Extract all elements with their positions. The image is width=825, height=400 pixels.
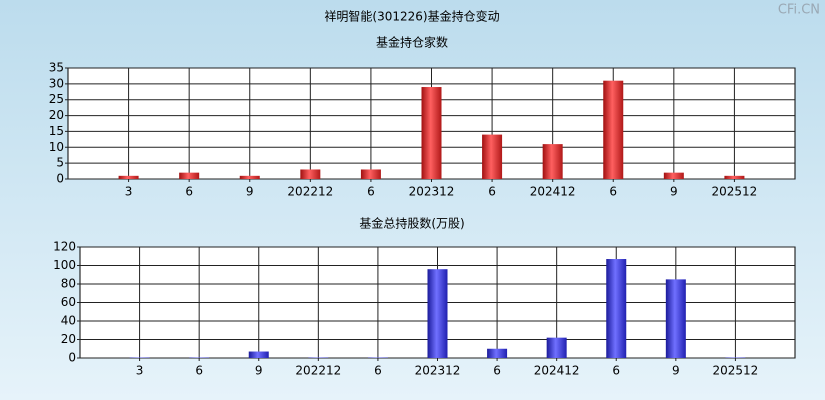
chart-title: 基金持仓家数 bbox=[376, 35, 448, 50]
y-tick-label: 100 bbox=[53, 258, 76, 272]
bar bbox=[118, 175, 139, 179]
bar bbox=[300, 169, 321, 179]
bar bbox=[360, 169, 381, 179]
bar bbox=[663, 172, 684, 179]
x-tick-label: 202412 bbox=[534, 364, 580, 378]
y-tick-label: 40 bbox=[61, 314, 76, 328]
bar bbox=[724, 175, 745, 179]
y-tick-label: 30 bbox=[49, 76, 64, 90]
x-tick-label: 9 bbox=[670, 185, 678, 199]
x-tick-label: 6 bbox=[609, 185, 617, 199]
x-tick-label: 9 bbox=[672, 364, 680, 378]
bar bbox=[603, 80, 624, 179]
bar bbox=[487, 348, 508, 358]
y-tick-label: 120 bbox=[53, 240, 76, 254]
bar bbox=[248, 351, 269, 358]
bar bbox=[239, 175, 260, 179]
bar bbox=[665, 279, 686, 358]
x-tick-label: 6 bbox=[493, 364, 501, 378]
bar bbox=[482, 134, 503, 179]
bar bbox=[606, 259, 627, 358]
y-tick-label: 0 bbox=[68, 351, 76, 365]
x-tick-label: 202312 bbox=[409, 185, 455, 199]
x-tick-label: 6 bbox=[185, 185, 193, 199]
y-tick-label: 60 bbox=[61, 295, 76, 309]
x-tick-label: 6 bbox=[195, 364, 203, 378]
bar bbox=[179, 172, 200, 179]
y-tick-label: 35 bbox=[49, 61, 64, 75]
y-tick-label: 15 bbox=[49, 124, 64, 138]
x-tick-label: 202512 bbox=[713, 364, 759, 378]
x-tick-label: 9 bbox=[246, 185, 254, 199]
x-tick-label: 9 bbox=[255, 364, 263, 378]
bar bbox=[427, 269, 448, 358]
watermark: CFi.CN bbox=[778, 3, 820, 18]
y-tick-label: 5 bbox=[56, 156, 64, 170]
y-tick-label: 20 bbox=[49, 108, 64, 122]
x-tick-label: 202312 bbox=[415, 364, 461, 378]
chart-title: 基金总持股数(万股) bbox=[359, 216, 464, 231]
x-tick-label: 6 bbox=[374, 364, 382, 378]
bar bbox=[542, 144, 563, 179]
y-tick-label: 0 bbox=[56, 172, 64, 186]
bar bbox=[421, 87, 442, 179]
x-tick-label: 6 bbox=[612, 364, 620, 378]
x-tick-label: 202212 bbox=[287, 185, 333, 199]
page-title: 祥明智能(301226)基金持仓变动 bbox=[324, 9, 499, 24]
x-tick-label: 3 bbox=[125, 185, 133, 199]
y-tick-label: 20 bbox=[61, 332, 76, 346]
x-tick-label: 3 bbox=[136, 364, 144, 378]
x-tick-label: 202412 bbox=[530, 185, 576, 199]
bar bbox=[546, 337, 567, 358]
x-tick-label: 6 bbox=[488, 185, 496, 199]
y-tick-label: 10 bbox=[49, 140, 64, 154]
y-tick-label: 80 bbox=[61, 277, 76, 291]
y-tick-label: 25 bbox=[49, 92, 64, 106]
x-tick-label: 202212 bbox=[295, 364, 341, 378]
x-tick-label: 202512 bbox=[712, 185, 758, 199]
x-tick-label: 6 bbox=[367, 185, 375, 199]
